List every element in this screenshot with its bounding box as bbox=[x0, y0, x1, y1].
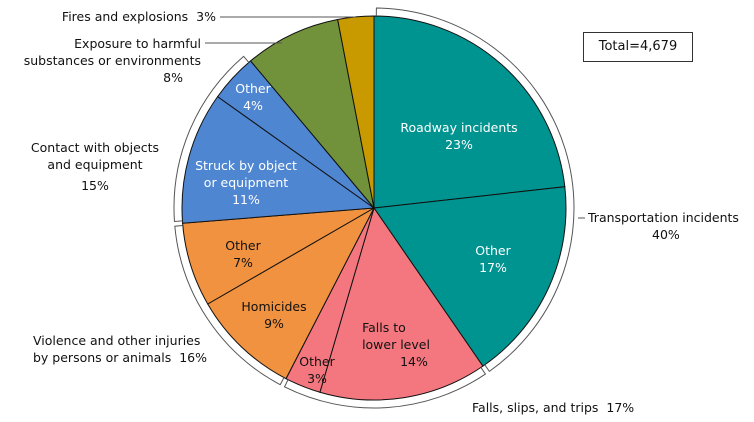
total-box: Total=4,679 bbox=[583, 32, 693, 62]
label-falls: Falls, slips, and trips 17% bbox=[472, 400, 635, 415]
pie-slice-4 bbox=[207, 206, 376, 380]
bracket-contact bbox=[173, 55, 250, 222]
bracket-violence bbox=[174, 225, 285, 386]
pie-slice-1 bbox=[373, 186, 567, 367]
label-struck: Struck by object or equipment 11% bbox=[195, 158, 297, 207]
label-contact: Contact with objects and equipment 15% bbox=[30, 140, 160, 193]
label-transport-other: Other 17% bbox=[475, 243, 511, 275]
pie-slice-6 bbox=[181, 95, 376, 224]
pie-slice-0 bbox=[373, 15, 566, 209]
label-roadway: Roadway incidents 23% bbox=[400, 120, 518, 152]
label-fires: Fires and explosions 3% bbox=[61, 9, 216, 24]
label-falls-lower: Falls to lower level 14% bbox=[362, 320, 430, 369]
pie-slice-8 bbox=[249, 18, 375, 210]
label-falls-other: Other 3% bbox=[299, 354, 335, 386]
label-contact-other: Other 4% bbox=[235, 81, 271, 113]
pie-slice-2 bbox=[319, 206, 484, 401]
label-violence: Violence and other injuries by persons or… bbox=[33, 333, 208, 365]
label-violence-other: Other 7% bbox=[225, 238, 261, 270]
bracket-transportation bbox=[375, 7, 575, 373]
label-homicides: Homicides 9% bbox=[241, 299, 307, 331]
bracket-falls bbox=[283, 367, 487, 409]
label-exposure: Exposure to harmful substances or environ… bbox=[23, 36, 201, 85]
label-transportation: Transportation incidents 40% bbox=[588, 210, 739, 242]
pie-slice-9 bbox=[337, 15, 375, 209]
